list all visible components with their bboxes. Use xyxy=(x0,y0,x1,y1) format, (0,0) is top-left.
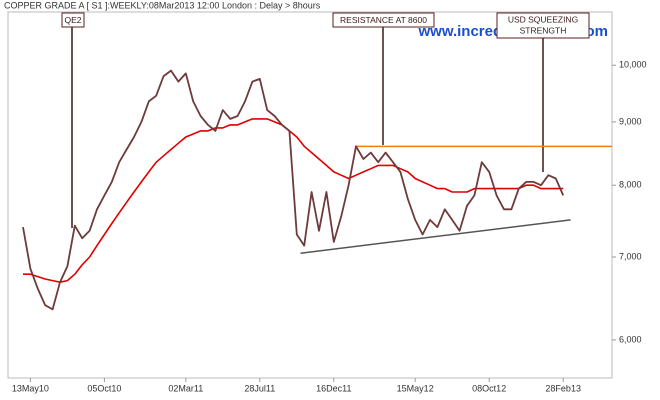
y-tick-label: 6,000 xyxy=(619,334,642,344)
annotation-box xyxy=(496,12,590,39)
x-tick-label: 28Feb13 xyxy=(545,383,581,393)
x-tick-label: 28Jul11 xyxy=(244,383,275,393)
annotation: QE2 xyxy=(64,15,81,25)
y-tick-label: 9,000 xyxy=(619,116,642,126)
x-tick-label: 08Oct12 xyxy=(472,383,506,393)
x-tick-label: 15May12 xyxy=(397,383,434,393)
plot-area xyxy=(7,11,613,379)
x-tick-label: 16Dec11 xyxy=(316,383,351,393)
y-tick-label: 8,000 xyxy=(619,180,642,190)
x-tick-label: 13May10 xyxy=(12,383,49,393)
annotation: STRENGTH xyxy=(520,25,567,35)
annotation: USD SQUEEZING xyxy=(508,14,578,24)
series-line xyxy=(22,69,565,311)
x-tick-label: 02Mar11 xyxy=(168,383,203,393)
x-tick-label: 05Oct10 xyxy=(87,383,121,393)
annotation-box xyxy=(332,12,435,28)
y-tick-label: 7,000 xyxy=(619,251,642,261)
chart-title: COPPER GRADE A [ S1 ]:WEEKLY:08Mar2013 1… xyxy=(4,0,321,10)
annotation: RESISTANCE AT 8600 xyxy=(340,15,427,25)
annotation-box xyxy=(61,12,85,28)
series-line xyxy=(23,118,564,283)
support-line xyxy=(300,219,571,254)
y-tick-label: 10,000 xyxy=(619,60,647,70)
